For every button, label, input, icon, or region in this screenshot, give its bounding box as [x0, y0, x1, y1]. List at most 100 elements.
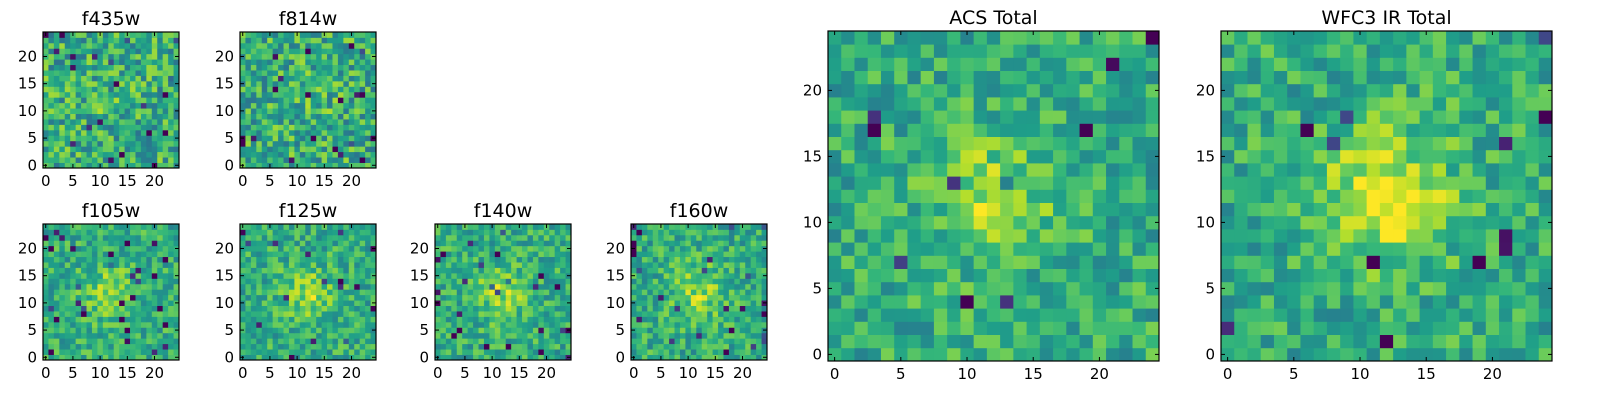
heatmap-cell: [348, 91, 355, 98]
heatmap-cell: [560, 289, 566, 296]
heatmap-cell: [97, 75, 104, 82]
heatmap-cell: [500, 256, 507, 263]
heatmap-cell: [135, 86, 142, 93]
heatmap-cell: [1000, 149, 1014, 164]
heatmap-cell: [1013, 215, 1027, 230]
heatmap-cell: [130, 157, 136, 163]
heatmap-cell: [1300, 268, 1315, 283]
heatmap-cell: [162, 119, 169, 125]
heatmap-cell: [745, 354, 752, 361]
heatmap-cell: [348, 64, 355, 71]
heatmap-cell: [669, 283, 675, 290]
heatmap-cell: [538, 294, 545, 301]
heatmap-cell: [294, 229, 301, 236]
heatmap-cell: [91, 64, 98, 71]
heatmap-cell: [761, 343, 768, 350]
heatmap-cell: [1525, 242, 1540, 256]
heatmap-cell: [734, 229, 741, 236]
heatmap-cell: [283, 157, 290, 163]
heatmap-cell: [53, 316, 60, 323]
heatmap-cell: [332, 97, 339, 104]
heatmap-cell: [162, 251, 169, 258]
heatmap-cell: [1432, 321, 1447, 335]
y-tick-label: 0: [615, 348, 625, 366]
heatmap-cell: [278, 151, 284, 158]
heatmap-cell: [933, 57, 948, 71]
heatmap-cell: [173, 119, 180, 125]
heatmap-cell: [1538, 189, 1553, 203]
y-tick-label: 10: [215, 294, 234, 312]
heatmap-cell: [880, 136, 895, 151]
heatmap-cell: [641, 224, 648, 230]
heatmap-cell: [354, 251, 361, 258]
heatmap-cell: [256, 267, 263, 274]
heatmap-cell: [173, 102, 180, 109]
heatmap-cell: [1221, 202, 1235, 217]
heatmap-cell: [113, 129, 120, 136]
heatmap-cell: [565, 305, 572, 312]
heatmap-cell: [59, 245, 66, 252]
heatmap-cell: [1432, 229, 1447, 243]
heatmap-cell: [756, 240, 762, 247]
heatmap-cell: [359, 48, 366, 55]
heatmap-cell: [305, 37, 312, 44]
heatmap-cell: [1419, 229, 1434, 243]
heatmap-cell: [494, 229, 501, 236]
heatmap-cell: [1145, 308, 1160, 322]
heatmap-cell: [151, 229, 158, 236]
heatmap-cell: [278, 59, 284, 66]
heatmap-cell: [728, 229, 735, 236]
heatmap-cell: [168, 349, 174, 355]
heatmap-cell: [261, 48, 268, 55]
heatmap-cell: [119, 113, 125, 120]
heatmap-cell: [162, 157, 169, 163]
heatmap-cell: [294, 294, 301, 301]
heatmap-cell: [532, 343, 539, 350]
heatmap-cell: [734, 256, 741, 263]
heatmap-cell: [48, 256, 55, 263]
heatmap-cell: [1485, 308, 1500, 322]
heatmap-cell: [278, 108, 284, 114]
heatmap-cell: [267, 349, 274, 355]
heatmap-cell: [43, 283, 49, 290]
heatmap-cell: [532, 294, 539, 301]
heatmap-cell: [631, 349, 637, 355]
heatmap-cell: [343, 267, 350, 274]
heatmap-cell: [272, 48, 279, 55]
heatmap-cell: [173, 91, 180, 98]
heatmap-cell: [327, 278, 333, 285]
heatmap-cell: [59, 91, 66, 98]
heatmap-cell: [445, 327, 452, 334]
heatmap-cell: [947, 281, 961, 296]
heatmap-cell: [140, 135, 147, 142]
heatmap-cell: [761, 256, 768, 263]
heatmap-cell: [1366, 295, 1381, 309]
heatmap-cell: [53, 327, 60, 334]
heatmap-cell: [718, 262, 724, 268]
heatmap-cell: [113, 294, 120, 301]
heatmap-cell: [473, 224, 479, 230]
heatmap-cell: [59, 129, 66, 136]
heatmap-cell: [135, 349, 142, 355]
heatmap-cell: [294, 64, 301, 71]
heatmap-cell: [1145, 242, 1160, 256]
heatmap-cell: [283, 283, 290, 290]
heatmap-cell: [48, 59, 55, 66]
heatmap-cell: [494, 224, 501, 230]
heatmap-cell: [130, 321, 136, 328]
heatmap-cell: [140, 262, 147, 268]
heatmap-cell: [173, 349, 180, 355]
heatmap-cell: [327, 97, 333, 104]
heatmap-cell: [135, 42, 142, 49]
heatmap-cell: [327, 262, 333, 268]
heatmap-cell: [365, 32, 371, 38]
heatmap-cell: [97, 64, 104, 71]
heatmap-cell: [370, 124, 377, 131]
heatmap-cell: [960, 215, 975, 230]
heatmap-cell: [1000, 83, 1014, 98]
heatmap-cell: [500, 262, 507, 268]
heatmap-cell: [278, 97, 284, 104]
heatmap-cell: [1459, 163, 1473, 177]
heatmap-cell: [108, 53, 115, 60]
heatmap-cell: [64, 349, 71, 355]
